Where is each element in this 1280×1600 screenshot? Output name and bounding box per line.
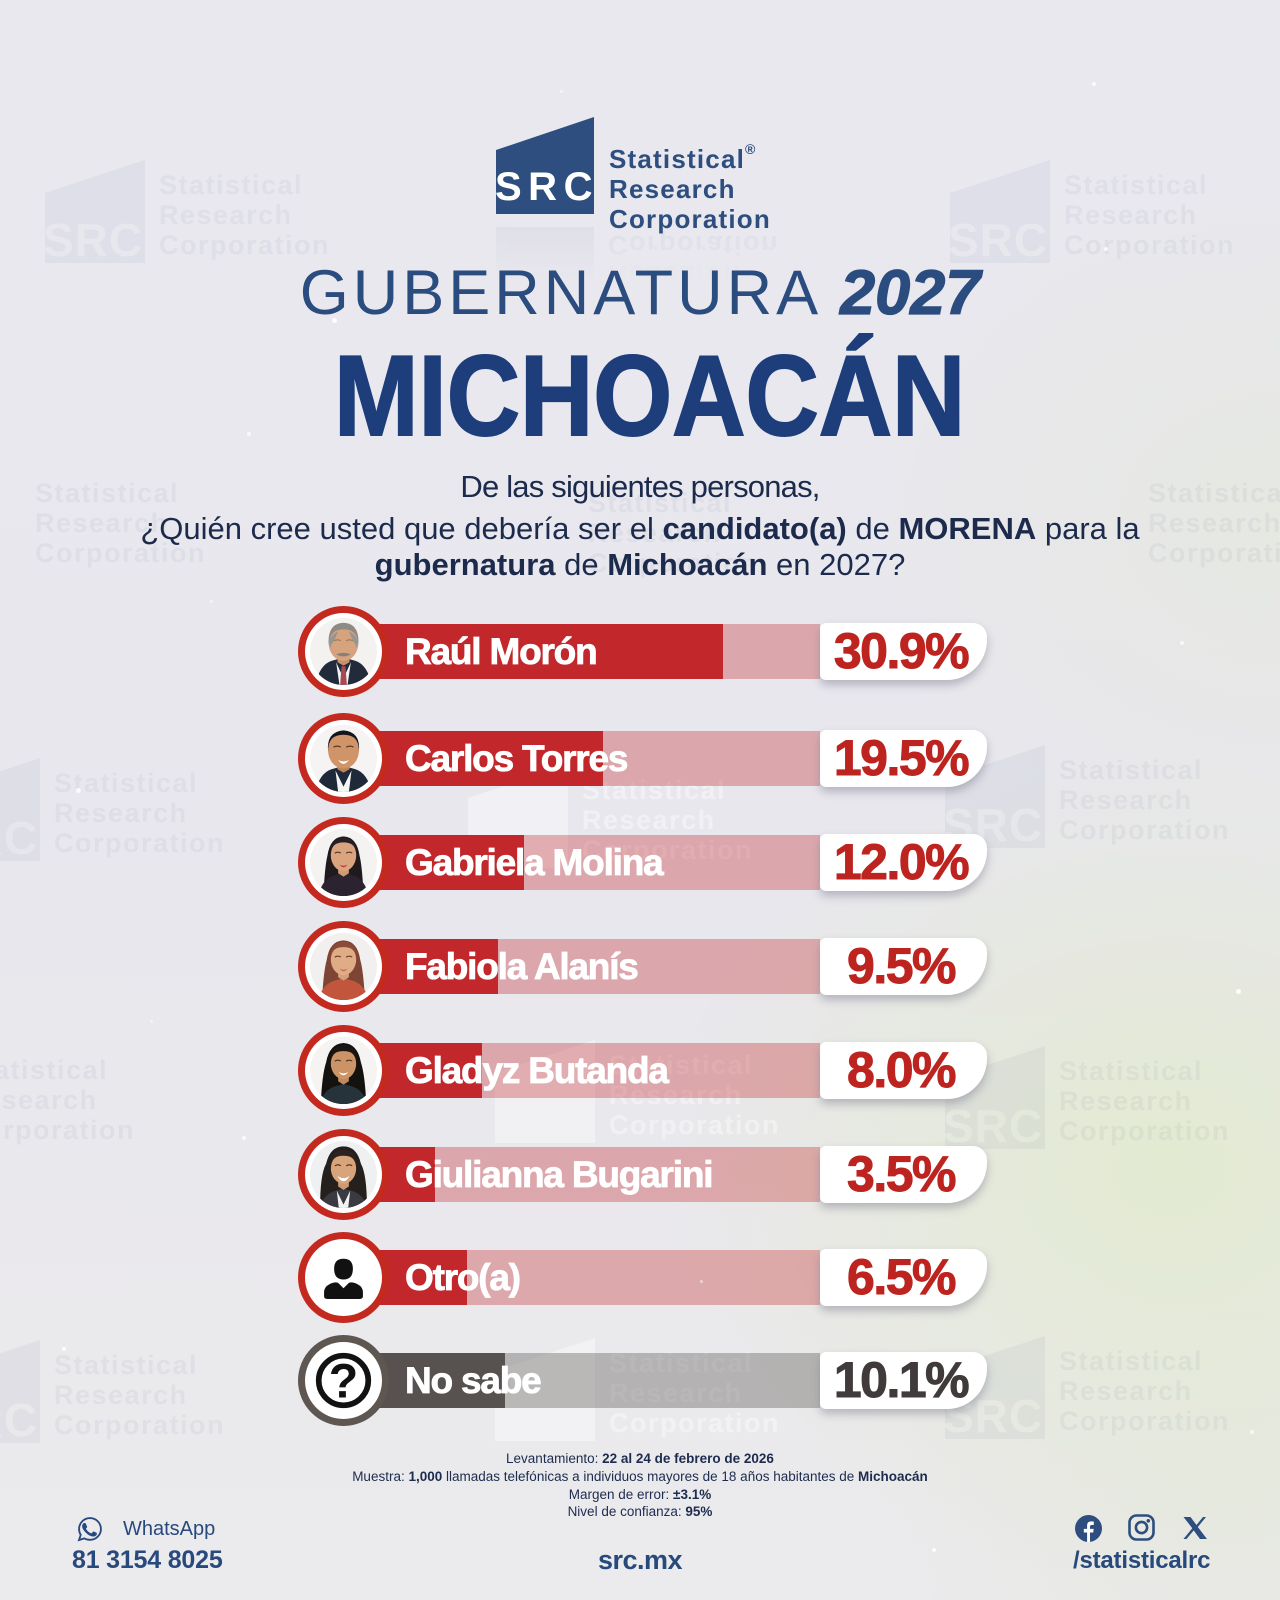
svg-text:Research: Research xyxy=(608,260,742,290)
svg-text:Statistical: Statistical xyxy=(608,290,752,320)
svg-text:Corporation: Corporation xyxy=(608,230,779,260)
svg-text:SRC: SRC xyxy=(496,165,594,209)
